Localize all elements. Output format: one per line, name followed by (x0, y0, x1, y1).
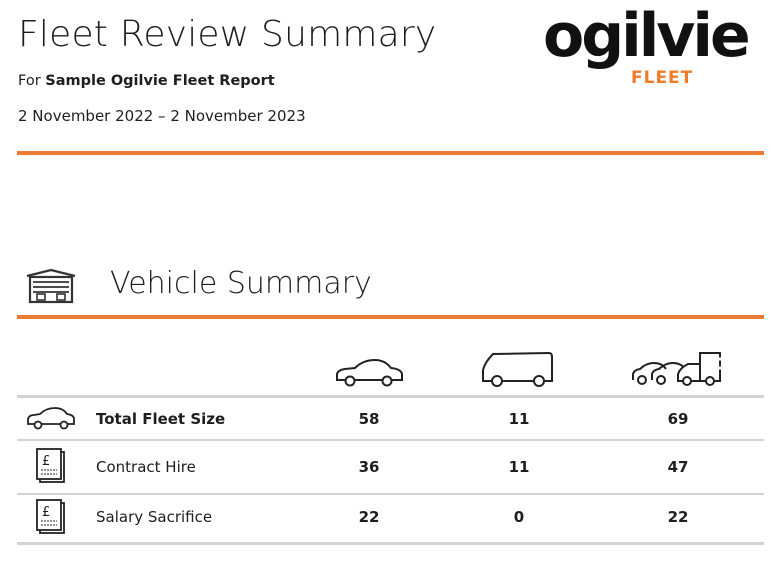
row-label-contract-hire: Contract Hire (96, 458, 196, 476)
logo-fleet-text: FLEET (631, 68, 694, 88)
row-label-salary-sacrifice: Salary Sacrifice (96, 508, 213, 526)
row-divider (17, 439, 764, 441)
cell-contract-all: 47 (667, 458, 689, 476)
report-for-line: For Sample Ogilvie Fleet Report (18, 73, 275, 89)
mixed-fleet-icon (630, 350, 726, 390)
ogilvie-fleet-logo: ogilvie FLEET (543, 6, 763, 92)
cell-total-cars: 58 (358, 410, 380, 428)
report-for-prefix: For (18, 73, 41, 89)
report-name: Sample Ogilvie Fleet Report (45, 73, 275, 89)
header-divider (17, 151, 764, 155)
cell-contract-vans: 11 (508, 458, 530, 476)
garage-icon (24, 268, 78, 304)
cell-total-vans: 11 (508, 410, 530, 428)
cell-salary-all: 22 (667, 508, 689, 526)
row-label-total-fleet-size: Total Fleet Size (96, 410, 226, 428)
svg-text:£: £ (42, 505, 50, 520)
cell-contract-cars: 36 (358, 458, 380, 476)
cell-total-all: 69 (667, 410, 689, 428)
cell-salary-cars: 22 (358, 508, 380, 526)
car-icon (333, 356, 405, 392)
document-pound-icon: £ (35, 499, 67, 539)
document-pound-icon: £ (35, 448, 67, 488)
table-header-divider (17, 395, 764, 398)
van-icon (479, 350, 555, 392)
page-title: Fleet Review Summary (18, 14, 437, 55)
svg-text:£: £ (42, 454, 50, 469)
logo-wordmark: ogilvie (543, 1, 751, 71)
date-range: 2 November 2022 – 2 November 2023 (18, 107, 306, 125)
section-title: Vehicle Summary (110, 266, 372, 301)
section-divider (17, 315, 764, 319)
row-divider (17, 493, 764, 495)
cell-salary-vans: 0 (513, 508, 525, 526)
car-icon (25, 405, 77, 435)
table-bottom-divider (17, 542, 764, 545)
